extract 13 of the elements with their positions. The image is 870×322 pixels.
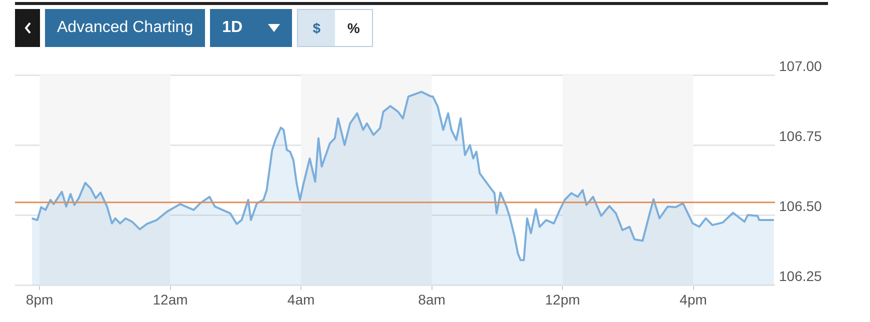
- y-tick-label: 106.75: [779, 128, 822, 144]
- x-tick-label: 4am: [287, 291, 315, 308]
- y-tick-label: 106.50: [779, 198, 822, 214]
- y-tick-label: 106.25: [779, 268, 822, 284]
- range-dropdown: 1D: [210, 9, 292, 47]
- charting-button: Advanced Charting: [45, 9, 206, 47]
- x-tick-label: 12am: [152, 291, 188, 308]
- x-tick-label: 8pm: [26, 291, 54, 308]
- unit-toggle: $ %: [297, 9, 374, 47]
- x-tick-label: 4pm: [680, 291, 707, 308]
- x-tick-label: 12pm: [545, 291, 580, 308]
- x-tick-label: 8am: [418, 291, 446, 308]
- y-tick-label: 107.00: [779, 58, 822, 74]
